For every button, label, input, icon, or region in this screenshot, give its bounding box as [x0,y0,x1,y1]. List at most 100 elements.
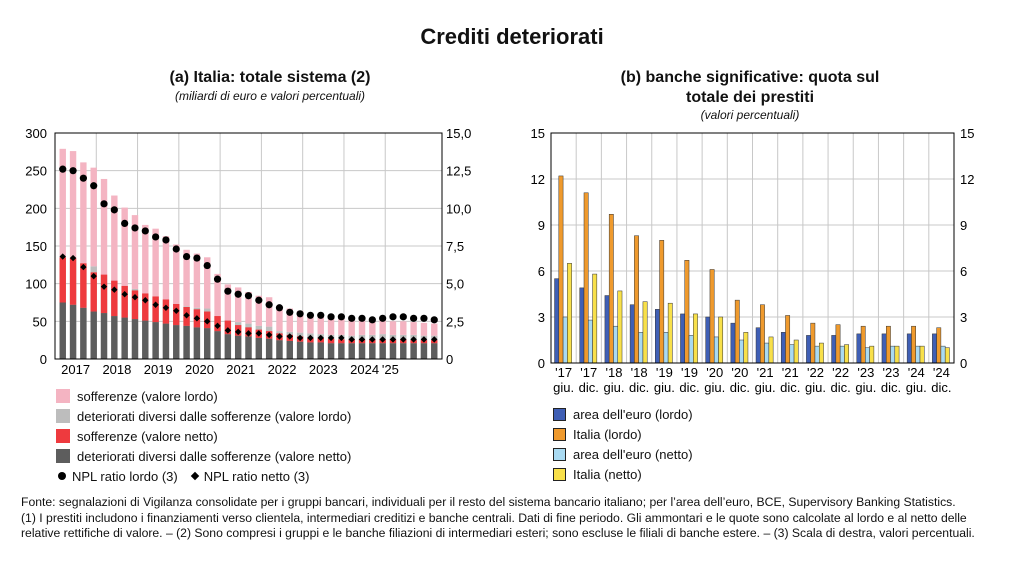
npl-netto-point [420,336,428,343]
npl-lordo-point [265,301,273,309]
legend-swatch [553,407,566,421]
npl-lordo-point [368,316,376,324]
bar-gross-sofferenze [327,318,335,335]
bar-euro-lordo [554,278,560,364]
bar-gross-sofferenze [90,167,97,267]
bar-italia-lordo [760,304,765,364]
y-tick-label: 3 [538,310,545,325]
npl-netto-point [111,286,118,293]
bar-italia-netto [919,345,925,364]
npl-netto-point [410,336,417,343]
panel-a-title: (a) Italia: totale sistema (2) [169,69,371,86]
bar-italia-lordo [936,327,942,364]
npl-netto-point [224,327,232,334]
bar-italia-netto [793,339,799,364]
bar-net-sofferenze [338,339,345,344]
bar-euro-lordo [655,309,660,364]
npl-netto-point [131,294,139,301]
bar-euro-netto [789,344,795,364]
x-tick-label-half: dic. [629,380,649,395]
bar-euro-netto [865,347,870,364]
bar-net-other [183,325,190,359]
bar-net-other [204,328,211,359]
legend-label: sofferenze (valore netto) [77,428,218,444]
legend-item: Italia (netto) [553,464,693,484]
npl-netto-point [327,334,335,342]
bar-gross-sofferenze [173,244,180,305]
bar-gross-sofferenze [379,320,386,335]
npl-lordo-point [255,296,263,304]
x-tick-label-half: dic. [931,380,951,395]
npl-lordo-point [193,254,201,262]
npl-lordo-point [337,313,345,321]
bar-gross-sofferenze [152,228,159,299]
bar-gross-sofferenze [142,224,149,297]
bar-net-other [69,304,77,359]
bar-italia-lordo [659,240,665,364]
y2-tick-label: 15 [960,126,974,141]
bar-gross-sofferenze [224,284,232,321]
y-tick-label: 300 [25,126,47,141]
y-tick-label: 15 [531,126,545,141]
panel-b-subtitle: (valori percentuali) [700,108,800,122]
x-tick-label-year: '18 [605,365,622,380]
bar-euro-netto [739,339,744,364]
y-tick-label: 100 [25,277,47,292]
npl-lordo-point [162,236,170,244]
bar-italia-lordo [558,175,564,364]
bar-euro-lordo [780,332,786,364]
y-tick-label: 200 [25,201,47,216]
bar-net-sofferenze [142,293,149,321]
bar-euro-netto [940,345,946,364]
bar-italia-lordo [583,192,589,364]
npl-lordo-point [182,252,191,261]
npl-lordo-point [410,314,418,322]
npl-lordo-point [348,314,356,322]
bar-net-other [100,313,108,359]
x-tick-label-half: giu. [603,380,624,395]
npl-lordo-point [59,165,67,173]
npl-netto-point [100,283,108,290]
npl-netto-point [245,330,252,337]
circle-marker-icon [58,472,66,480]
y2-tick-label: 12,5 [446,164,471,179]
x-tick-label-half: dic. [780,380,800,395]
npl-lordo-point [430,316,438,324]
bar-italia-netto [592,273,598,364]
bar-euro-netto [688,335,694,364]
bar-net-sofferenze [162,299,170,324]
bar-italia-lordo [860,325,866,364]
bar-gross-sofferenze [80,162,87,270]
npl-netto-point [338,334,345,342]
bar-euro-lordo [906,333,912,364]
y2-tick-label: 10,0 [446,201,471,216]
legend-swatch [56,449,70,463]
legend-item: Italia (lordo) [553,424,693,444]
bar-italia-lordo [608,214,614,364]
legend-item: area dell'euro (netto) [553,444,693,464]
npl-netto-point [173,307,180,314]
legend-label: deteriorati diversi dalle sofferenze (va… [77,448,352,464]
bar-italia-lordo [911,325,916,364]
npl-netto-point [348,336,355,343]
bar-net-other [265,338,273,359]
bar-net-other [307,342,314,359]
bar-gross-sofferenze [69,151,77,261]
x-tick-label: 2023 [309,362,338,377]
bar-net-other [420,343,428,359]
bar-euro-lordo [730,322,736,364]
bar-net-sofferenze [121,285,128,318]
bar-net-sofferenze [100,274,108,314]
bar-gross-sofferenze [431,323,438,336]
npl-lordo-point [224,287,232,295]
bar-net-other [173,325,180,359]
npl-lordo-point [131,224,139,232]
y-tick-label: 9 [538,218,545,233]
legend-label-npl-netto: NPL ratio netto (3) [203,468,310,484]
npl-lordo-point [399,313,407,321]
bar-italia-netto [567,263,572,364]
bar-gross-sofferenze [400,321,407,335]
x-tick-label: 2019 [144,362,173,377]
y2-tick-label: 15,0 [446,126,471,141]
